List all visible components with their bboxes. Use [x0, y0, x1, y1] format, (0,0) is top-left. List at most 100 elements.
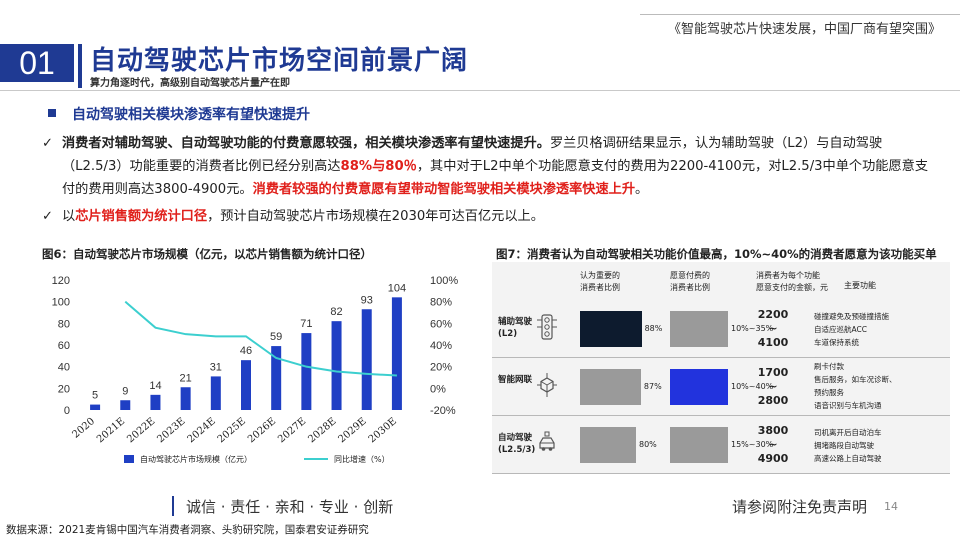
bar-2029E	[361, 309, 372, 410]
data-label: 21	[180, 372, 192, 384]
bar-2030E	[391, 297, 402, 410]
y-left-tick-label: 20	[58, 383, 70, 395]
function-item: 司机离开后自动泊车	[814, 428, 882, 437]
x-tick-label: 2030E	[367, 416, 399, 445]
bar-2024E	[210, 376, 221, 410]
row-divider	[492, 357, 950, 358]
important-share-label: 80%	[639, 440, 657, 449]
figure7-title: 图7：消费者认为自动驾驶相关功能价值最高，10%~40%的消费者愿意为该功能买单	[496, 247, 937, 261]
data-label: 93	[361, 294, 373, 306]
traffic-light-icon	[536, 314, 558, 340]
y-right-tick-label: 80%	[430, 297, 452, 309]
p1-red-b: 消费者较强的付费意愿有望带动智能驾驶相关模块渗透率快速上升	[252, 182, 636, 197]
p2-text-b: ，预计自动驾驶芯片市场规模在2030年可达百亿元以上。	[207, 209, 544, 224]
y-left-tick-label: 120	[52, 275, 70, 287]
col-header-important: 认为重要的 消费者比例	[580, 271, 620, 292]
data-label: 59	[270, 331, 282, 343]
section-number: 01	[0, 44, 74, 82]
legend-bar-label: 自动驾驶芯片市场规模（亿元）	[140, 454, 252, 464]
x-tick-label: 2024E	[186, 416, 218, 445]
check-icon: ✓	[42, 209, 54, 224]
x-tick-label: 2029E	[336, 416, 368, 445]
function-item: 刷卡付款	[814, 362, 844, 371]
y-left-tick-label: 80	[58, 318, 70, 330]
check-icon: ✓	[42, 136, 54, 151]
p2-red: 芯片销售额为统计口径	[75, 209, 208, 224]
footer-slogan: 诚信 · 责任 · 亲和 · 专业 · 创新	[186, 498, 394, 516]
bar-2027E	[301, 333, 312, 410]
data-label: 5	[92, 390, 98, 402]
x-tick-label: 2022E	[125, 416, 157, 445]
bullet-heading: 自动驾驶相关模块渗透率有望快速提升	[48, 104, 310, 124]
p1-bold: 消费者对辅助驾驶、自动驾驶功能的付费意愿较强，相关模块渗透率有望快速提升。	[62, 136, 550, 151]
bar-2021E	[120, 400, 131, 410]
row-divider	[492, 473, 950, 474]
p1-text-b: ，其中对于L2中单个功能愿意支付的费用为2200-4100元，对L2.5/3中单…	[62, 159, 929, 197]
bar-2025E	[241, 360, 251, 410]
data-label: 46	[240, 345, 252, 357]
bar-2020	[90, 404, 101, 410]
amount-high: 4100	[757, 336, 789, 349]
x-tick-label: 2020	[70, 416, 97, 441]
pay-share-label: 15%~30%	[731, 440, 774, 449]
function-item: 高速公路上自动驾驶	[814, 454, 882, 463]
amount-sep: ~	[768, 322, 778, 335]
autonomous-car-icon	[536, 430, 558, 456]
data-label: 82	[330, 306, 342, 318]
p1-end: 。	[635, 182, 649, 197]
pay-share-label: 10%~40%	[731, 382, 774, 391]
amount-sep: ~	[768, 380, 778, 393]
data-source: 数据来源：2021麦肯锡中国汽车消费者洞察、头豹研究院，国泰君安证券研究	[6, 524, 369, 536]
x-tick-label: 2023E	[155, 416, 187, 445]
legend-line-label: 同比增速（%）	[334, 454, 390, 464]
x-tick-label: 2021E	[95, 416, 127, 445]
important-share-label: 87%	[643, 382, 662, 391]
legend-bar-swatch	[124, 455, 134, 463]
function-list: 司机离开后自动泊车 拥堵路段自动驾驶 高速公路上自动驾驶	[814, 426, 882, 465]
function-item: 语音识别与车机沟通	[814, 401, 882, 410]
amount-high: 2800	[757, 394, 789, 407]
growth-rate-line	[124, 300, 397, 377]
bar-2028E	[331, 321, 342, 410]
paragraph-1: ✓ 消费者对辅助驾驶、自动驾驶功能的付费意愿较强，相关模块渗透率有望快速提升。罗…	[42, 132, 932, 201]
amount-low: 1700	[757, 366, 789, 379]
col-header-pay: 愿意付费的 消费者比例	[670, 271, 710, 292]
page-subtitle: 算力角逐时代，高级别自动驾驶芯片量产在即	[90, 78, 290, 89]
amount-low: 2200	[757, 308, 789, 321]
header-rule	[0, 90, 960, 91]
y-left-tick-label: 40	[58, 362, 70, 374]
amount-sep: ~	[768, 438, 778, 451]
pay-share-bar	[670, 427, 728, 463]
top-rule	[640, 14, 960, 15]
important-share-bar	[580, 427, 636, 463]
col-header-amount: 消费者为每个功能 愿意支付的金额，元	[756, 271, 828, 292]
y-right-tick-label: 100%	[430, 275, 458, 287]
row-divider	[492, 415, 950, 416]
amount-low: 3800	[757, 424, 789, 437]
footer-disclaimer: 请参阅附注免责声明	[732, 498, 868, 516]
y-right-tick-label: -20%	[430, 405, 456, 417]
col-header-functions: 主要功能	[844, 281, 876, 290]
data-label: 9	[122, 385, 128, 397]
p1-text-a: 罗兰贝格调研结果显示，认为辅助驾驶（L2）与自动驾驶（L2.5/3）功能重要的消…	[62, 136, 883, 174]
market-size-chart: 0 20 40 60 80 100 120 -20% 0% 20% 40% 60% 80% 100% 5 20…	[52, 275, 459, 464]
y-right-tick-label: 0%	[430, 383, 446, 395]
p2-text-a: 以	[62, 209, 76, 224]
consumer-willingness-table: 认为重要的 消费者比例 愿意付费的 消费者比例 消费者为每个功能 愿意支付的金额…	[492, 262, 950, 474]
x-tick-label: 2026E	[246, 416, 278, 445]
important-share-label: 88%	[644, 324, 663, 333]
pay-share-bar	[670, 369, 728, 405]
page-number: 14	[884, 500, 898, 513]
function-item: 预约服务	[814, 388, 844, 397]
bar-2023E	[180, 387, 191, 410]
function-list: 刷卡付款 售后服务，如车况诊断、 预约服务 语音识别与车机沟通	[814, 360, 897, 412]
function-item: 碰撞避免及预碰撞措施	[814, 312, 889, 321]
pay-share-bar	[670, 311, 728, 347]
report-title: 《智能驾驶芯片快速发展，中国厂商有望突围》	[668, 22, 942, 37]
pay-share-label: 10%~35%	[731, 324, 774, 333]
p1-red-a: 88%与80％	[340, 159, 417, 174]
amount-high: 4900	[757, 452, 789, 465]
y-right-tick-label: 60%	[430, 318, 452, 330]
function-item: 拥堵路段自动驾驶	[814, 441, 874, 450]
bullet-heading-text: 自动驾驶相关模块渗透率有望快速提升	[72, 107, 310, 123]
